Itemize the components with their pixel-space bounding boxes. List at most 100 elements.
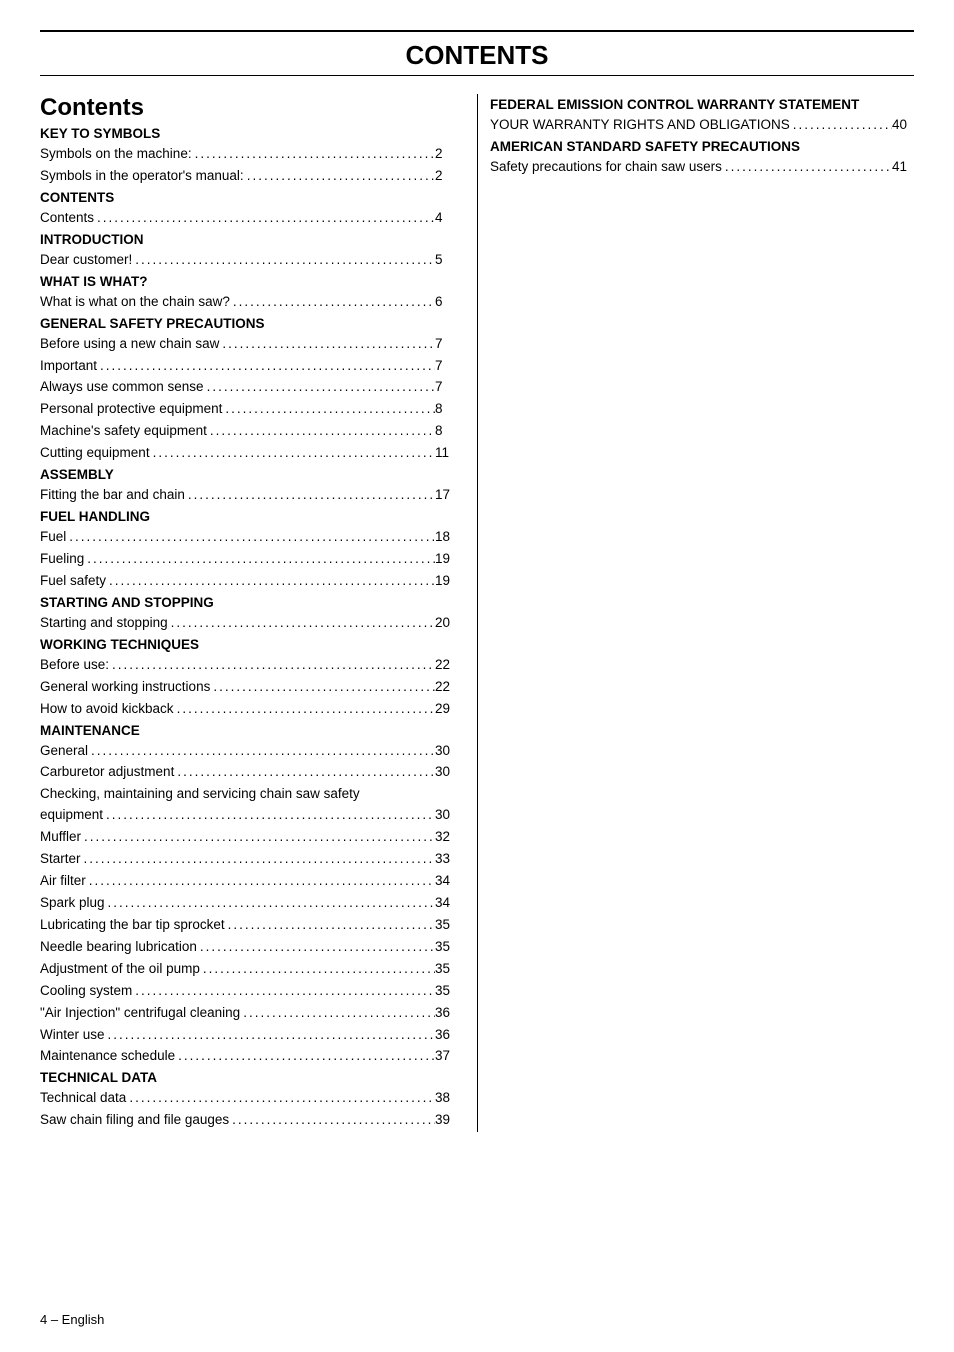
toc-page: 38	[435, 1088, 457, 1109]
toc-dots	[84, 549, 435, 570]
toc-row: Carburetor adjustment 30	[40, 762, 457, 783]
toc-label: Muffler	[40, 827, 81, 848]
toc-group-heading: FUEL HANDLING	[40, 509, 457, 524]
toc-dots	[94, 208, 435, 229]
toc-page: 30	[435, 805, 457, 826]
toc-dots	[88, 741, 435, 762]
toc-page: 33	[435, 849, 457, 870]
toc-label: Machine's safety equipment	[40, 421, 207, 442]
toc-row: Before use: 22	[40, 655, 457, 676]
toc-label: Symbols on the machine:	[40, 144, 192, 165]
toc-page: 30	[435, 762, 457, 783]
toc-list-left: KEY TO SYMBOLSSymbols on the machine:2Sy…	[40, 126, 457, 1131]
toc-label: General working instructions	[40, 677, 210, 698]
rule-bottom	[40, 75, 914, 76]
toc-row: Air filter 34	[40, 871, 457, 892]
toc-page: 41	[892, 157, 914, 178]
toc-page: 5	[435, 250, 457, 271]
toc-label: Lubricating the bar tip sprocket	[40, 915, 225, 936]
section-heading: Contents	[40, 94, 457, 122]
toc-label: Maintenance schedule	[40, 1046, 175, 1067]
columns: Contents KEY TO SYMBOLSSymbols on the ma…	[40, 94, 914, 1132]
toc-row: Always use common sense 7	[40, 377, 457, 398]
toc-dots	[132, 250, 435, 271]
toc-page: 32	[435, 827, 457, 848]
toc-label: Adjustment of the oil pump	[40, 959, 200, 980]
toc-page: 19	[435, 549, 457, 570]
toc-page: 11	[435, 443, 457, 464]
toc-row: Symbols in the operator's manual:2	[40, 166, 457, 187]
toc-page: 18	[435, 527, 457, 548]
toc-page: 7	[435, 356, 457, 377]
toc-page: 8	[435, 421, 457, 442]
toc-page: 8	[435, 399, 457, 420]
toc-page: 2	[435, 144, 457, 165]
toc-row: How to avoid kickback 29	[40, 699, 457, 720]
toc-row: Checking, maintaining and servicing chai…	[40, 784, 457, 805]
toc-page: 7	[435, 377, 457, 398]
toc-page: 4	[435, 208, 457, 229]
column-left: Contents KEY TO SYMBOLSSymbols on the ma…	[40, 94, 477, 1132]
toc-page: 22	[435, 655, 457, 676]
toc-label: Safety precautions for chain saw users	[490, 157, 722, 178]
toc-row: Machine's safety equipment 8	[40, 421, 457, 442]
toc-group-heading: TECHNICAL DATA	[40, 1070, 457, 1085]
toc-dots	[105, 893, 435, 914]
toc-row: Fuel safety19	[40, 571, 457, 592]
toc-page: 35	[435, 959, 457, 980]
toc-dots	[200, 959, 435, 980]
toc-row: General30	[40, 741, 457, 762]
page-footer: 4 – English	[40, 1312, 104, 1327]
toc-group-heading: WORKING TECHNIQUES	[40, 637, 457, 652]
toc-dots	[207, 421, 435, 442]
toc-label: Saw chain filing and file gauges	[40, 1110, 229, 1131]
toc-row: Important 7	[40, 356, 457, 377]
toc-label: Fitting the bar and chain	[40, 485, 185, 506]
toc-label: Fueling	[40, 549, 84, 570]
toc-list-right: FEDERAL EMISSION CONTROL WARRANTY STATEM…	[490, 97, 914, 178]
toc-dots	[210, 677, 435, 698]
toc-row: Winter use36	[40, 1025, 457, 1046]
toc-dots	[230, 292, 435, 313]
toc-dots	[81, 827, 435, 848]
toc-dots	[105, 1025, 435, 1046]
toc-label: Before use:	[40, 655, 109, 676]
toc-page: 35	[435, 981, 457, 1002]
toc-page: 30	[435, 741, 457, 762]
toc-dots	[722, 157, 892, 178]
toc-row: Cutting equipment 11	[40, 443, 457, 464]
toc-row: Fueling 19	[40, 549, 457, 570]
toc-label: Carburetor adjustment	[40, 762, 174, 783]
toc-dots	[197, 937, 435, 958]
toc-group-heading: WHAT IS WHAT?	[40, 274, 457, 289]
toc-row: Contents4	[40, 208, 457, 229]
toc-label: How to avoid kickback	[40, 699, 174, 720]
toc-dots	[219, 334, 435, 355]
toc-row: "Air Injection" centrifugal cleaning36	[40, 1003, 457, 1024]
toc-dots	[103, 805, 435, 826]
toc-label: Starting and stopping	[40, 613, 168, 634]
toc-row: Safety precautions for chain saw users 41	[490, 157, 914, 178]
toc-label: Important	[40, 356, 97, 377]
toc-page: 2	[435, 166, 457, 187]
toc-label: Always use common sense	[40, 377, 204, 398]
toc-label: Before using a new chain saw	[40, 334, 219, 355]
toc-dots	[132, 981, 435, 1002]
toc-dots	[174, 762, 435, 783]
toc-label: Starter	[40, 849, 81, 870]
toc-page: 29	[435, 699, 457, 720]
toc-dots	[106, 571, 435, 592]
toc-page: 22	[435, 677, 457, 698]
toc-label: Cutting equipment	[40, 443, 150, 464]
toc-row: Starter 33	[40, 849, 457, 870]
toc-dots	[244, 166, 435, 187]
toc-page: 37	[435, 1046, 457, 1067]
toc-dots	[222, 399, 435, 420]
toc-row: Saw chain filing and file gauges39	[40, 1110, 457, 1131]
toc-dots	[168, 613, 435, 634]
toc-dots	[240, 1003, 435, 1024]
toc-row: equipment30	[40, 805, 457, 826]
toc-label: Air filter	[40, 871, 86, 892]
toc-page: 34	[435, 871, 457, 892]
toc-row: Starting and stopping20	[40, 613, 457, 634]
